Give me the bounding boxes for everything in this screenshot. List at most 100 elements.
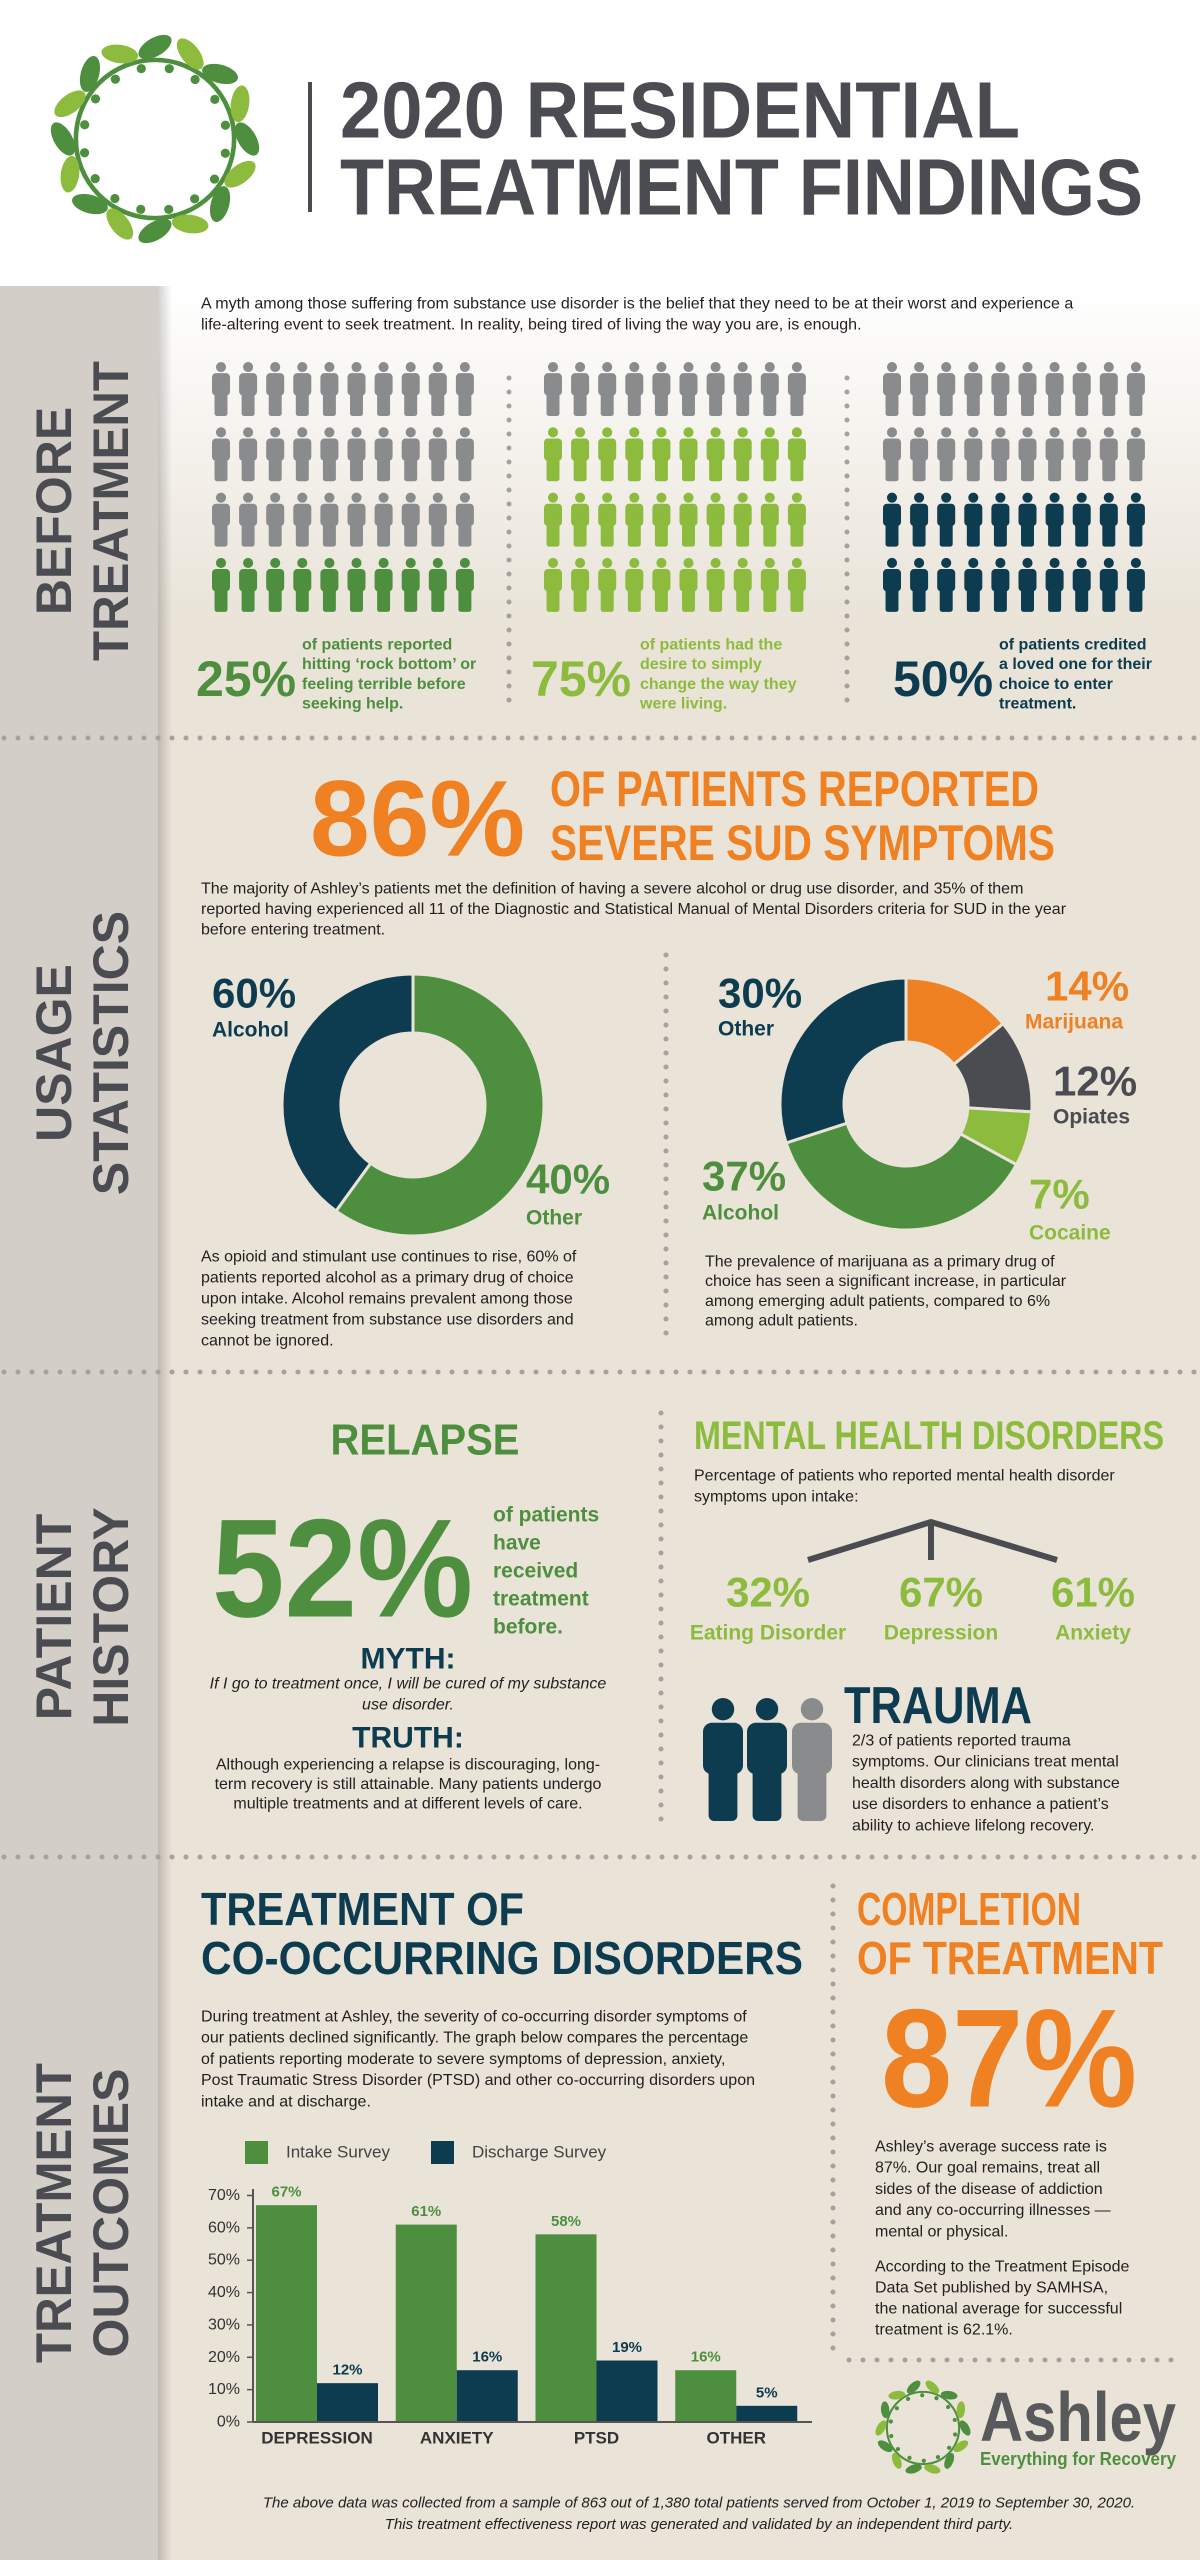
- icon-legs: [377, 519, 391, 547]
- logo-dot: [110, 74, 120, 84]
- icon-head: [378, 492, 389, 503]
- icon-head: [1103, 427, 1114, 438]
- icon-head: [886, 557, 898, 568]
- logo-name: Ashley: [980, 2378, 1176, 2456]
- icon-head: [459, 492, 470, 503]
- icon-head: [215, 427, 227, 438]
- icon-legs: [627, 584, 641, 612]
- icon-head: [710, 427, 721, 438]
- logo-ring: [885, 2390, 961, 2466]
- icon-head: [683, 362, 694, 373]
- person-icon: [706, 492, 725, 547]
- icon-legs: [1075, 519, 1089, 547]
- icon-legs: [241, 519, 255, 547]
- person-icon: [266, 557, 285, 612]
- headline-value: 86%: [310, 758, 525, 879]
- person-icon: [266, 362, 285, 416]
- icon-head: [459, 557, 470, 568]
- person-icon: [991, 427, 1010, 482]
- logo-mark: [50, 34, 260, 244]
- icon-head: [995, 557, 1006, 568]
- person-icon: [239, 362, 258, 416]
- icon-legs: [546, 519, 560, 547]
- stat-text: of patients credited: [999, 637, 1147, 654]
- donut-segment: [333, 972, 546, 1238]
- person-icon: [347, 362, 366, 416]
- person-icon: [760, 557, 779, 612]
- person-icon: [598, 492, 617, 547]
- icon-legs: [627, 454, 641, 482]
- logo-leaf: [171, 214, 209, 234]
- logo-tagline: Everything for Recovery: [980, 2449, 1176, 2469]
- donut-segment: [778, 976, 908, 1145]
- logo-dot: [894, 2406, 899, 2411]
- donut-value-label: 14%: [1045, 963, 1129, 1010]
- person-icon: [625, 492, 644, 547]
- body-text: use disorders to enhance a patient’s: [852, 1796, 1109, 1813]
- body-text: A myth among those suffering from substa…: [201, 296, 1073, 313]
- logo-leaf: [138, 218, 172, 244]
- mental-value: 61%: [1051, 1569, 1135, 1616]
- section-heading: OF TREATMENT: [857, 1932, 1163, 1984]
- person-icon: [1018, 557, 1037, 612]
- icon-head: [297, 557, 308, 568]
- legend-swatch: [245, 2141, 268, 2164]
- person-icon: [625, 557, 644, 612]
- body-text: If I go to treatment once, I will be cur…: [210, 1676, 607, 1693]
- icon-legs: [377, 389, 391, 416]
- stat-text: hitting ‘rock bottom’ or: [302, 656, 476, 673]
- icon-legs: [600, 389, 614, 416]
- person-icon: [598, 362, 617, 416]
- icon-legs: [350, 519, 363, 547]
- icon-legs: [1129, 584, 1143, 612]
- person-icon: [910, 427, 929, 482]
- logo-dot: [888, 2419, 893, 2424]
- icon-legs: [1048, 389, 1062, 416]
- icon-head: [1022, 557, 1033, 568]
- person-icon: [787, 492, 806, 547]
- person-icon: [293, 557, 312, 612]
- icon-head: [351, 557, 362, 568]
- person-icon: [652, 427, 671, 482]
- person-icon: [964, 492, 983, 547]
- icon-legs: [790, 389, 804, 416]
- icon-legs: [736, 389, 750, 416]
- person-icon: [733, 427, 752, 482]
- logo-leaf: [944, 2452, 955, 2469]
- logo-leaf: [905, 2464, 922, 2474]
- mental-label: Eating Disorder: [690, 1622, 846, 1645]
- person-icon: [266, 427, 285, 482]
- icon-head: [941, 492, 952, 503]
- logo-leaf: [138, 34, 172, 60]
- donut-value-label: 40%: [526, 1156, 610, 1203]
- bar: [675, 2370, 737, 2422]
- y-tick-label: 10%: [208, 2381, 240, 2398]
- icon-head: [432, 362, 443, 373]
- person-icon: [1072, 557, 1091, 612]
- logo-dot: [90, 94, 101, 104]
- body-text: before entering treatment.: [201, 922, 385, 939]
- icon-head: [270, 492, 281, 503]
- donut-category-label: Other: [526, 1207, 582, 1230]
- logo-dot: [136, 63, 146, 74]
- logo-leaf: [224, 160, 256, 188]
- person-icon: [679, 427, 698, 482]
- icon-legs: [546, 454, 560, 482]
- person-icon: [598, 557, 617, 612]
- icon-legs: [885, 389, 899, 416]
- icon-head: [791, 362, 802, 373]
- title: 2020 RESIDENTIAL: [340, 66, 1020, 155]
- donut-category-label: Other: [718, 1018, 774, 1041]
- icon-head: [629, 362, 640, 373]
- icon-legs: [350, 389, 363, 416]
- icon-head: [405, 557, 416, 568]
- body-text: life-altering event to seek treatment. I…: [201, 317, 862, 334]
- relapse-title: RELAPSE: [331, 1416, 520, 1465]
- bar: [317, 2383, 378, 2422]
- icon-legs: [736, 519, 750, 547]
- icon-legs: [885, 519, 899, 547]
- logo-dot: [907, 2455, 912, 2460]
- logo-dot: [164, 204, 174, 215]
- icon-legs: [993, 584, 1007, 612]
- person-icon: [679, 492, 698, 547]
